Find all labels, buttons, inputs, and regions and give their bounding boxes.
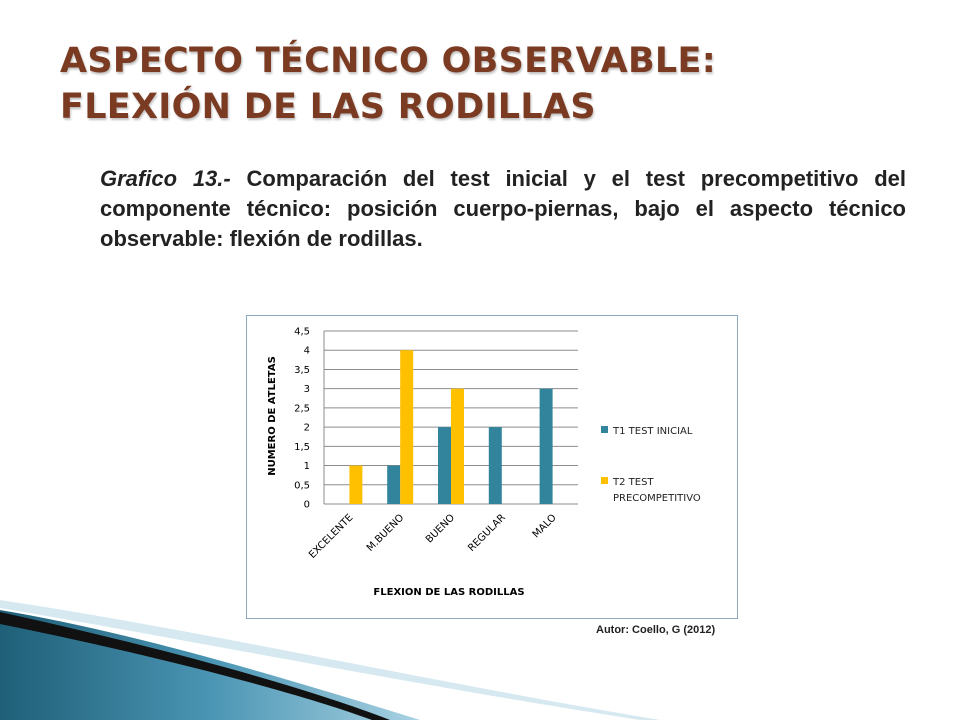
author-credit: Autor: Coello, G (2012) [596, 624, 716, 636]
y-tick-label: 3,5 [294, 365, 310, 376]
legend-swatch-t2 [601, 477, 608, 484]
bar-t2-excelente [349, 465, 363, 504]
bar-chart: 0 0,5 1 1,5 2 2,5 3 3,5 4 4,5 EXCELENTE M.BUENO BUE… [267, 327, 701, 599]
legend-label-t2: T2 TEST [612, 477, 654, 488]
slide-title-line1: ASPECTO TÉCNICO OBSERVABLE: [60, 41, 717, 81]
slide-title: ASPECTO TÉCNICO OBSERVABLE: FLEXIÓN DE L… [60, 38, 920, 130]
bar-t2-bueno [451, 388, 464, 504]
caption-text: Comparación del test inicial y el test p… [100, 166, 906, 251]
y-tick-label: 0,5 [294, 480, 310, 491]
decorative-swoosh [0, 600, 660, 720]
x-tick-label: REGULAR [466, 512, 508, 554]
x-axis-label: FLEXION DE LAS RODILLAS [373, 587, 524, 598]
chart-container: 0 0,5 1 1,5 2 2,5 3 3,5 4 4,5 EXCELENTE M.BUENO BUE… [246, 315, 738, 619]
legend-label-t2-cont: PRECOMPETITIVO [613, 493, 701, 504]
legend-label-t1: T1 TEST INICIAL [612, 426, 693, 437]
legend-swatch-t1 [601, 426, 608, 433]
y-tick-label: 2,5 [294, 403, 310, 414]
caption-label: Grafico 13.- [100, 166, 231, 191]
y-tick-label: 4 [304, 346, 310, 357]
y-tick-label: 3 [304, 384, 310, 395]
bar-t1-bueno [438, 427, 451, 504]
slide-title-line2: FLEXIÓN DE LAS RODILLAS [60, 87, 596, 127]
chart-caption: Grafico 13.- Comparación del test inicia… [100, 164, 906, 254]
y-tick-label: 1 [304, 461, 310, 472]
bar-t2-mbueno [400, 350, 414, 504]
x-tick-label: MALO [531, 512, 559, 540]
x-tick-label: M.BUENO [365, 512, 407, 554]
bar-t1-regular [488, 427, 502, 504]
x-tick-label: EXCELENTE [307, 512, 355, 560]
bar-t1-malo [539, 388, 553, 504]
y-tick-label: 2 [304, 423, 310, 434]
x-tick-label: BUENO [424, 512, 457, 545]
y-tick-label: 0 [304, 500, 310, 511]
bar-t1-mbueno [387, 465, 401, 504]
y-tick-label: 1,5 [294, 442, 310, 453]
y-axis-label: NUMERO DE ATLETAS [267, 356, 278, 476]
y-tick-label: 4,5 [294, 327, 310, 338]
